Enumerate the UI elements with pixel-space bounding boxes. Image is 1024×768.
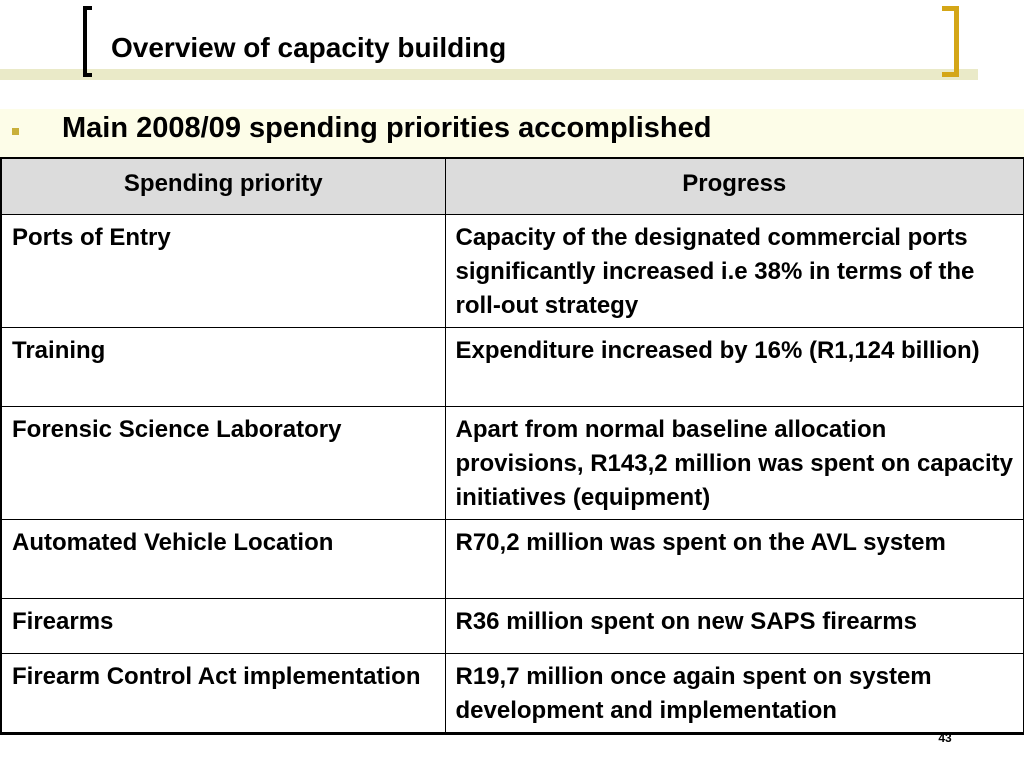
square-bullet-icon bbox=[12, 128, 19, 135]
column-header-progress: Progress bbox=[444, 157, 1024, 215]
table-row: Forensic Science Laboratory Apart from n… bbox=[0, 405, 1024, 520]
title-band bbox=[0, 69, 978, 80]
table-header-row: Spending priority Progress bbox=[0, 157, 1024, 215]
subtitle: Main 2008/09 spending priorities accompl… bbox=[62, 112, 712, 144]
progress-cell: Capacity of the designated commercial po… bbox=[444, 213, 1024, 328]
column-header-spending-priority: Spending priority bbox=[0, 157, 446, 215]
table-row: Ports of Entry Capacity of the designate… bbox=[0, 213, 1024, 328]
progress-cell: R36 million spent on new SAPS firearms bbox=[444, 597, 1024, 654]
priority-cell: Automated Vehicle Location bbox=[0, 518, 446, 599]
priority-cell: Ports of Entry bbox=[0, 213, 446, 328]
progress-cell: R19,7 million once again spent on system… bbox=[444, 652, 1024, 735]
priority-cell: Firearms bbox=[0, 597, 446, 654]
page-number: 43 bbox=[938, 731, 952, 745]
table-row: Firearms R36 million spent on new SAPS f… bbox=[0, 597, 1024, 654]
priority-cell: Forensic Science Laboratory bbox=[0, 405, 446, 520]
progress-cell: Apart from normal baseline allocation pr… bbox=[444, 405, 1024, 520]
table-row: Firearm Control Act implementation R19,7… bbox=[0, 652, 1024, 735]
left-bracket-decoration bbox=[83, 6, 92, 77]
subtitle-strip bbox=[0, 109, 1024, 157]
table-row: Training Expenditure increased by 16% (R… bbox=[0, 326, 1024, 407]
priority-cell: Firearm Control Act implementation bbox=[0, 652, 446, 735]
spending-priorities-table: Spending priority Progress Ports of Entr… bbox=[0, 157, 1024, 735]
table-row: Automated Vehicle Location R70,2 million… bbox=[0, 518, 1024, 599]
progress-cell: R70,2 million was spent on the AVL syste… bbox=[444, 518, 1024, 599]
page-title: Overview of capacity building bbox=[111, 32, 507, 63]
priority-cell: Training bbox=[0, 326, 446, 407]
right-bracket-decoration bbox=[942, 6, 959, 77]
progress-cell: Expenditure increased by 16% (R1,124 bil… bbox=[444, 326, 1024, 407]
